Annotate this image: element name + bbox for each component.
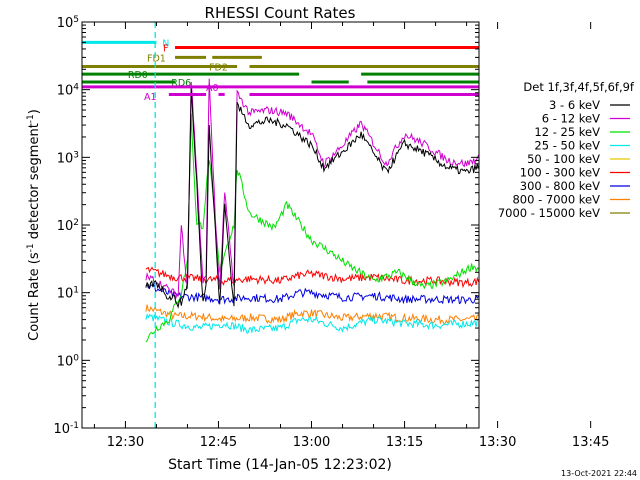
y-tick-label: 100 <box>57 353 80 369</box>
series-line-800-7000keV <box>145 304 479 325</box>
y-tick-exponent: 1 <box>73 286 79 296</box>
series-line-100-300keV <box>145 266 479 289</box>
legend-label: 800 - 7000 keV <box>512 193 600 207</box>
state-label-rd0: RD0 <box>128 70 148 81</box>
state-label-a1: A1 <box>144 92 157 103</box>
legend-entry: 50 - 100 keV <box>527 152 630 166</box>
state-label-a0: A0 <box>206 83 219 94</box>
y-tick-exponent: 0 <box>73 353 79 363</box>
y-tick-label: 105 <box>57 15 79 31</box>
series-line-12-25keV <box>145 113 479 343</box>
x-tick-label: 12:45 <box>200 435 237 450</box>
y-axis-title-part: detector segment <box>27 123 42 243</box>
y-tick-label: 101 <box>57 286 79 302</box>
y-tick-label: 102 <box>57 218 79 234</box>
legend-label: 50 - 100 keV <box>527 152 600 166</box>
state-label-fd2: FD2 <box>209 62 228 73</box>
series-line-300-800keV <box>145 283 479 305</box>
y-axis-title: Count Rate (s-1 detector segment-1) <box>26 109 42 341</box>
state-label-f: F <box>163 43 168 54</box>
legend-entry: 800 - 7000 keV <box>512 193 630 207</box>
x-tick-label: 13:15 <box>386 435 423 450</box>
legend-title: Det 1f,3f,4f,5f,6f,9f <box>523 80 635 94</box>
y-tick-label: 103 <box>57 150 79 166</box>
x-tick-label: 13:30 <box>479 435 516 450</box>
legend-entry: 6 - 12 keV <box>542 112 630 126</box>
y-tick-label: 10-1 <box>53 421 79 437</box>
state-bar-f: F <box>163 43 479 54</box>
legend-entry: 12 - 25 keV <box>534 125 630 139</box>
y-tick-exponent: 2 <box>73 218 79 228</box>
legend-label: 100 - 300 keV <box>520 166 600 180</box>
y-tick-base: 10 <box>57 84 74 99</box>
legend-entry: 25 - 50 keV <box>534 139 630 153</box>
y-axis-label: Count Rate (s-1 detector segment-1) <box>26 109 42 341</box>
state-label-n: N <box>162 38 169 49</box>
legend-label: 6 - 12 keV <box>542 112 600 126</box>
x-tick-label: 13:00 <box>293 435 330 450</box>
legend-label: 3 - 6 keV <box>549 98 600 112</box>
state-label-rd6: RD6 <box>171 78 191 89</box>
legend-label: 25 - 50 keV <box>534 139 600 153</box>
y-tick-base: 10 <box>57 354 74 369</box>
y-axis-title-part: -1 <box>26 114 36 123</box>
legend-label: 7000 - 15000 keV <box>498 206 600 220</box>
y-tick-base: 10 <box>57 16 74 31</box>
y-tick-exponent: 4 <box>73 83 79 93</box>
state-bar-rd6: RD6 <box>82 78 479 89</box>
y-axis-title-part: ) <box>27 109 42 114</box>
y-tick-exponent: 3 <box>73 150 79 160</box>
state-label-fd1: FD1 <box>147 53 166 64</box>
y-tick-base: 10 <box>57 219 74 234</box>
y-tick-base: 10 <box>53 422 70 437</box>
footer-timestamp: 13-Oct-2021 22:44 <box>561 469 637 478</box>
state-bar-fd1: FD1 <box>147 53 262 64</box>
legend-entry: 300 - 800 keV <box>520 179 630 193</box>
legend-label: 300 - 800 keV <box>520 179 600 193</box>
state-bar-n: N <box>82 38 169 49</box>
y-tick-base: 10 <box>57 151 74 166</box>
state-bar-rd0: RD0 <box>82 70 479 81</box>
y-tick-exponent: 5 <box>73 15 79 25</box>
legend-label: 12 - 25 keV <box>534 125 600 139</box>
x-tick-label: 13:45 <box>572 435 609 450</box>
y-axis-title-part: -1 <box>26 243 36 252</box>
legend-entry: 7000 - 15000 keV <box>498 206 630 220</box>
x-axis-label: Start Time (14-Jan-05 12:23:02) <box>168 457 392 473</box>
state-bar-fd2: FD2 <box>82 62 479 73</box>
chart-title: RHESSI Count Rates <box>205 4 356 22</box>
legend-entry: 3 - 6 keV <box>549 98 630 112</box>
state-bar-a1: A1 <box>144 92 479 103</box>
x-tick-label: 12:30 <box>107 435 144 450</box>
series-line-3-6keV <box>145 88 479 309</box>
state-bar-a0: A0 <box>82 83 479 94</box>
legend-entry: 100 - 300 keV <box>520 166 630 180</box>
y-tick-base: 10 <box>57 287 74 302</box>
y-tick-label: 104 <box>57 83 80 99</box>
y-axis-title-part: Count Rate (s <box>27 252 42 341</box>
y-tick-exponent: -1 <box>70 421 79 431</box>
series-line-25-50keV <box>145 313 479 334</box>
